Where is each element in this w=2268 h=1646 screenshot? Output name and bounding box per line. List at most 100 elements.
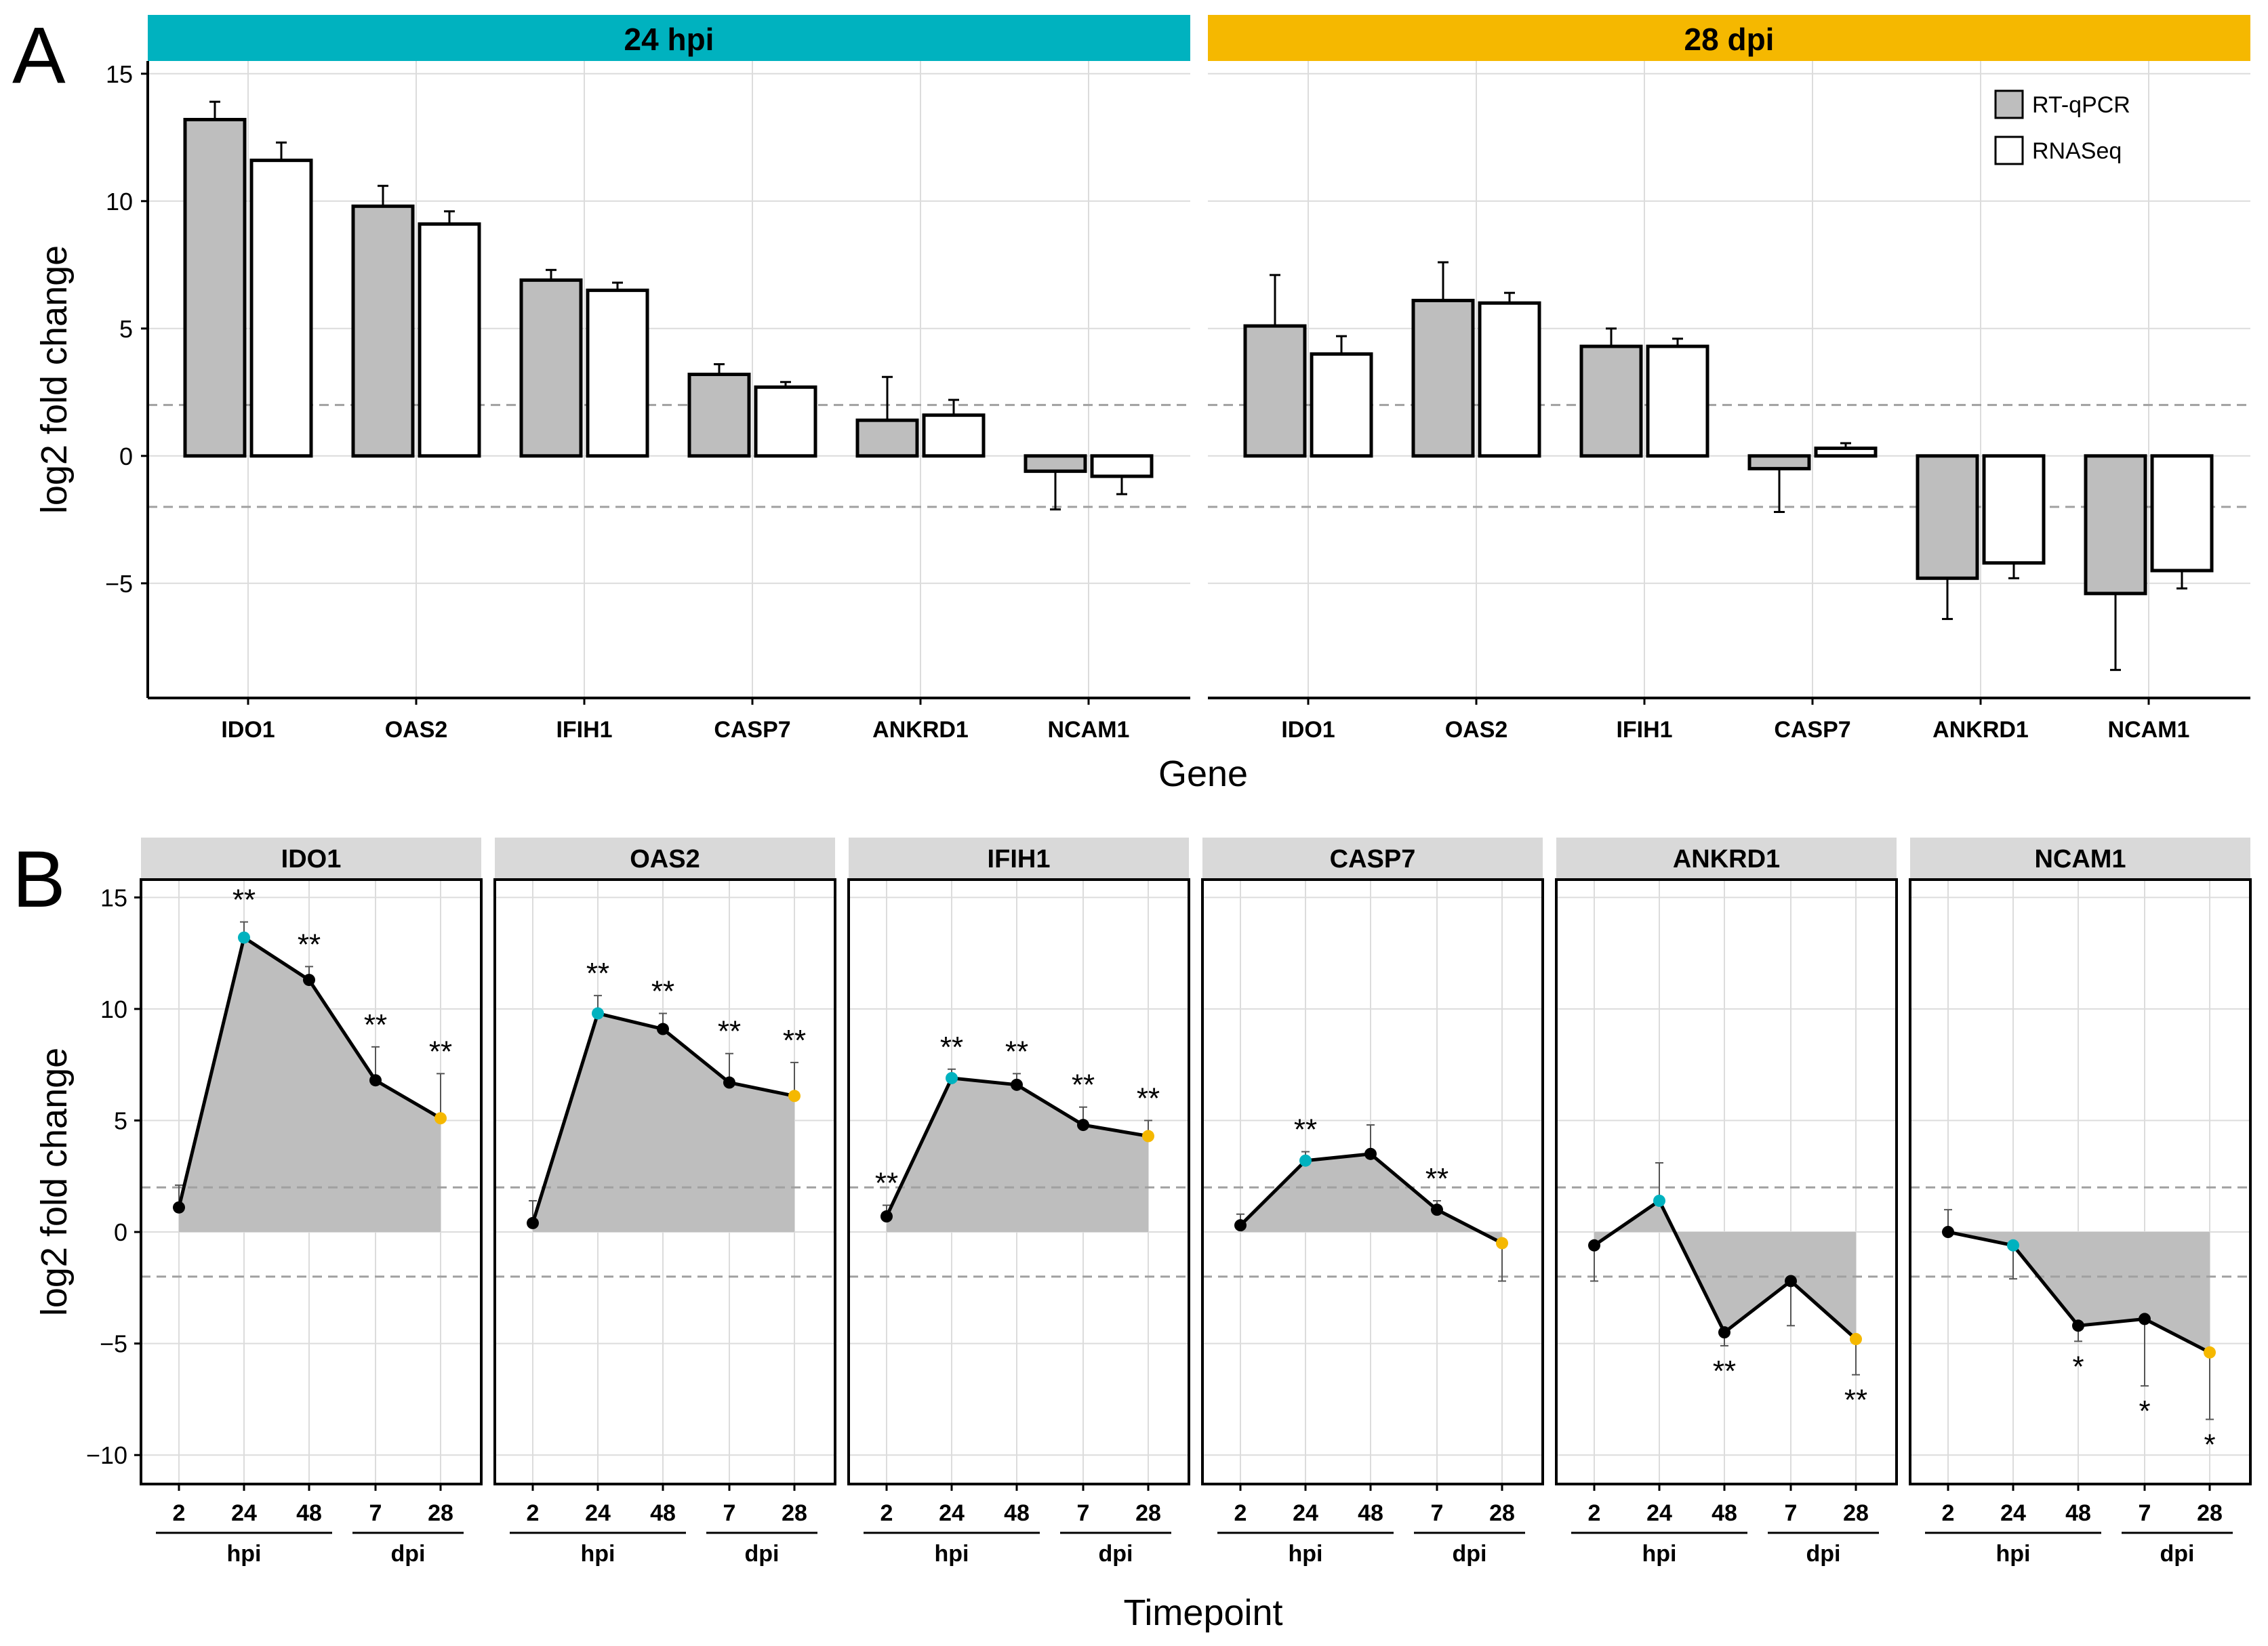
data-point xyxy=(1234,1219,1247,1232)
significance-marker: ** xyxy=(940,1031,963,1064)
bar-rt-qpcr-ido1 xyxy=(1243,324,1307,458)
panel-b-label: B xyxy=(12,835,66,924)
x-tick-label: CASP7 xyxy=(714,717,790,743)
facet-strip-b-3 xyxy=(1202,838,1543,878)
x-tick-label: 7 xyxy=(1785,1500,1798,1526)
x-tick-label: 2 xyxy=(1234,1500,1247,1526)
significance-marker: ** xyxy=(1137,1082,1160,1115)
x-tick-label: 28 xyxy=(2197,1500,2223,1526)
x-tick-label: OAS2 xyxy=(385,717,448,743)
facet-strip-label-b-2: IFIH1 xyxy=(988,845,1051,873)
bar-rnaseq-ifih1 xyxy=(586,288,649,458)
data-point xyxy=(2139,1313,2151,1325)
data-point xyxy=(1299,1154,1312,1167)
bar-rt-qpcr-casp7 xyxy=(1747,454,1811,471)
facet-strip-b-1 xyxy=(495,838,835,878)
significance-marker: ** xyxy=(1713,1355,1736,1388)
legend-key-1 xyxy=(1994,136,2024,165)
x-tick-label: NCAM1 xyxy=(2108,717,2190,743)
bar-rt-qpcr-oas2 xyxy=(351,204,415,458)
group-label: hpi xyxy=(227,1541,262,1567)
data-point xyxy=(1850,1333,1862,1346)
panel-border xyxy=(493,878,836,1485)
x-tick-label: 7 xyxy=(1431,1500,1444,1526)
data-point xyxy=(1431,1203,1443,1216)
x-tick-label: 24 xyxy=(1646,1500,1672,1526)
x-tick-label: ANKRD1 xyxy=(1932,717,2029,743)
facet-strip-label-b-5: NCAM1 xyxy=(2034,845,2126,873)
bar-rt-qpcr-ido1 xyxy=(183,117,247,458)
x-tick-label: 28 xyxy=(782,1500,807,1526)
x-tick-label: IDO1 xyxy=(1281,717,1335,743)
significance-marker: ** xyxy=(1072,1069,1095,1102)
group-label: dpi xyxy=(1099,1541,1133,1567)
x-tick-label: 48 xyxy=(1004,1500,1030,1526)
x-tick-label: OAS2 xyxy=(1445,717,1508,743)
significance-marker: ** xyxy=(718,1015,741,1048)
data-point xyxy=(1718,1326,1730,1339)
data-point xyxy=(723,1076,735,1089)
bar-rnaseq-ido1 xyxy=(249,159,313,458)
facet-strip-label-b-1: OAS2 xyxy=(630,845,700,873)
y-tick-label: 15 xyxy=(100,884,127,911)
data-point xyxy=(434,1112,447,1125)
area-fill xyxy=(887,1077,1148,1233)
bar-rt-qpcr-oas2 xyxy=(1411,298,1475,458)
bar-rt-qpcr-casp7 xyxy=(687,372,751,458)
bar-rt-qpcr-ifih1 xyxy=(519,278,583,458)
bar-rt-qpcr-ankrd1 xyxy=(1916,454,1979,580)
y-axis-title: log2 fold change xyxy=(34,1048,75,1316)
x-tick-label: NCAM1 xyxy=(1048,717,1130,743)
facet-strip-label-b-4: ANKRD1 xyxy=(1673,845,1780,873)
x-tick-label: 24 xyxy=(585,1500,611,1526)
y-tick-label: 15 xyxy=(106,60,133,88)
bar-rt-qpcr-ifih1 xyxy=(1579,344,1643,458)
significance-marker: ** xyxy=(1005,1035,1028,1068)
bar-rnaseq-casp7 xyxy=(754,385,817,458)
y-tick-label: −10 xyxy=(86,1441,127,1469)
y-tick-label: 5 xyxy=(119,315,133,343)
x-tick-label: 24 xyxy=(1293,1500,1318,1526)
facet-strip-a-1 xyxy=(1208,15,2250,61)
x-tick-label: 7 xyxy=(1077,1500,1090,1526)
x-tick-label: IFIH1 xyxy=(1616,717,1672,743)
facet-strip-label-b-3: CASP7 xyxy=(1330,845,1416,873)
y-tick-label: −5 xyxy=(100,1330,127,1358)
x-tick-label: 28 xyxy=(1843,1500,1869,1526)
data-point xyxy=(1942,1226,1954,1239)
facet-strip-label-a-1: 28 dpi xyxy=(1684,22,1775,57)
x-tick-label: 24 xyxy=(2000,1500,2026,1526)
data-point xyxy=(2072,1319,2084,1332)
facet-strip-b-4 xyxy=(1556,838,1897,878)
facet-strip-b-0 xyxy=(141,838,481,878)
bar-rnaseq-ankrd1 xyxy=(922,413,986,458)
group-label: dpi xyxy=(1453,1541,1487,1567)
data-point xyxy=(303,974,315,987)
x-tick-label: 2 xyxy=(173,1500,186,1526)
significance-marker: ** xyxy=(1844,1384,1867,1417)
bar-rnaseq-ncam1 xyxy=(2150,454,2214,573)
significance-marker: ** xyxy=(1425,1162,1449,1195)
data-point xyxy=(657,1023,669,1035)
significance-marker: * xyxy=(2072,1350,2084,1383)
facet-strip-b-2 xyxy=(849,838,1189,878)
bar-rnaseq-ankrd1 xyxy=(1982,454,2046,565)
x-tick-label: 28 xyxy=(1489,1500,1515,1526)
panel-border xyxy=(1555,878,1898,1485)
facet-strip-a-0 xyxy=(148,15,1190,61)
bar-rnaseq-ifih1 xyxy=(1646,344,1709,458)
group-label: hpi xyxy=(1289,1541,1323,1567)
bar-rt-qpcr-ncam1 xyxy=(1024,454,1087,473)
significance-marker: ** xyxy=(651,974,674,1008)
data-point xyxy=(1785,1275,1797,1288)
x-tick-label: 2 xyxy=(1942,1500,1955,1526)
area-fill xyxy=(179,937,441,1233)
x-tick-label: 48 xyxy=(2065,1500,2091,1526)
x-tick-label: 2 xyxy=(527,1500,540,1526)
significance-marker: ** xyxy=(586,957,609,990)
y-tick-label: 10 xyxy=(100,995,127,1023)
bar-rnaseq-ncam1 xyxy=(1090,454,1154,478)
significance-marker: * xyxy=(2204,1428,2215,1462)
x-tick-label: 7 xyxy=(2139,1500,2151,1526)
